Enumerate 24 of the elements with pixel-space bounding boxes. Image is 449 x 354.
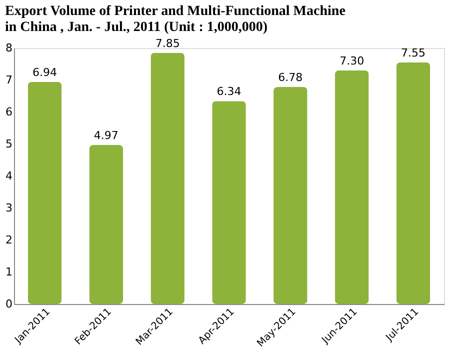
y-tick-label: 2	[6, 234, 12, 246]
data-label: 6.34	[216, 85, 242, 98]
y-tick-label: 6	[6, 106, 12, 118]
data-label: 7.85	[155, 36, 180, 50]
data-label: 6.78	[278, 71, 303, 84]
bar	[396, 62, 430, 304]
bar	[89, 144, 124, 304]
data-label: 7.55	[401, 46, 426, 60]
y-tick-label: 3	[6, 202, 12, 214]
data-label: 6.94	[32, 66, 57, 79]
bar	[334, 70, 369, 304]
y-tick-label: 5	[6, 138, 12, 150]
bar	[28, 82, 62, 304]
y-tick-label: 4	[6, 170, 12, 182]
y-tick-label: 0	[6, 298, 12, 310]
data-label: 4.97	[94, 128, 118, 142]
data-label: 7.30	[340, 54, 364, 68]
chart-title: Export Volume of Printer and Multi-Functional Machine in China , Jan. - Jul., 2011 (Unit : 1,000,000)	[5, 4, 346, 35]
bar	[274, 87, 308, 304]
bar	[212, 101, 246, 304]
y-tick-label: 7	[6, 74, 12, 86]
y-tick-label: 1	[6, 266, 12, 278]
bar	[150, 52, 184, 304]
y-tick-label: 8	[6, 42, 12, 54]
